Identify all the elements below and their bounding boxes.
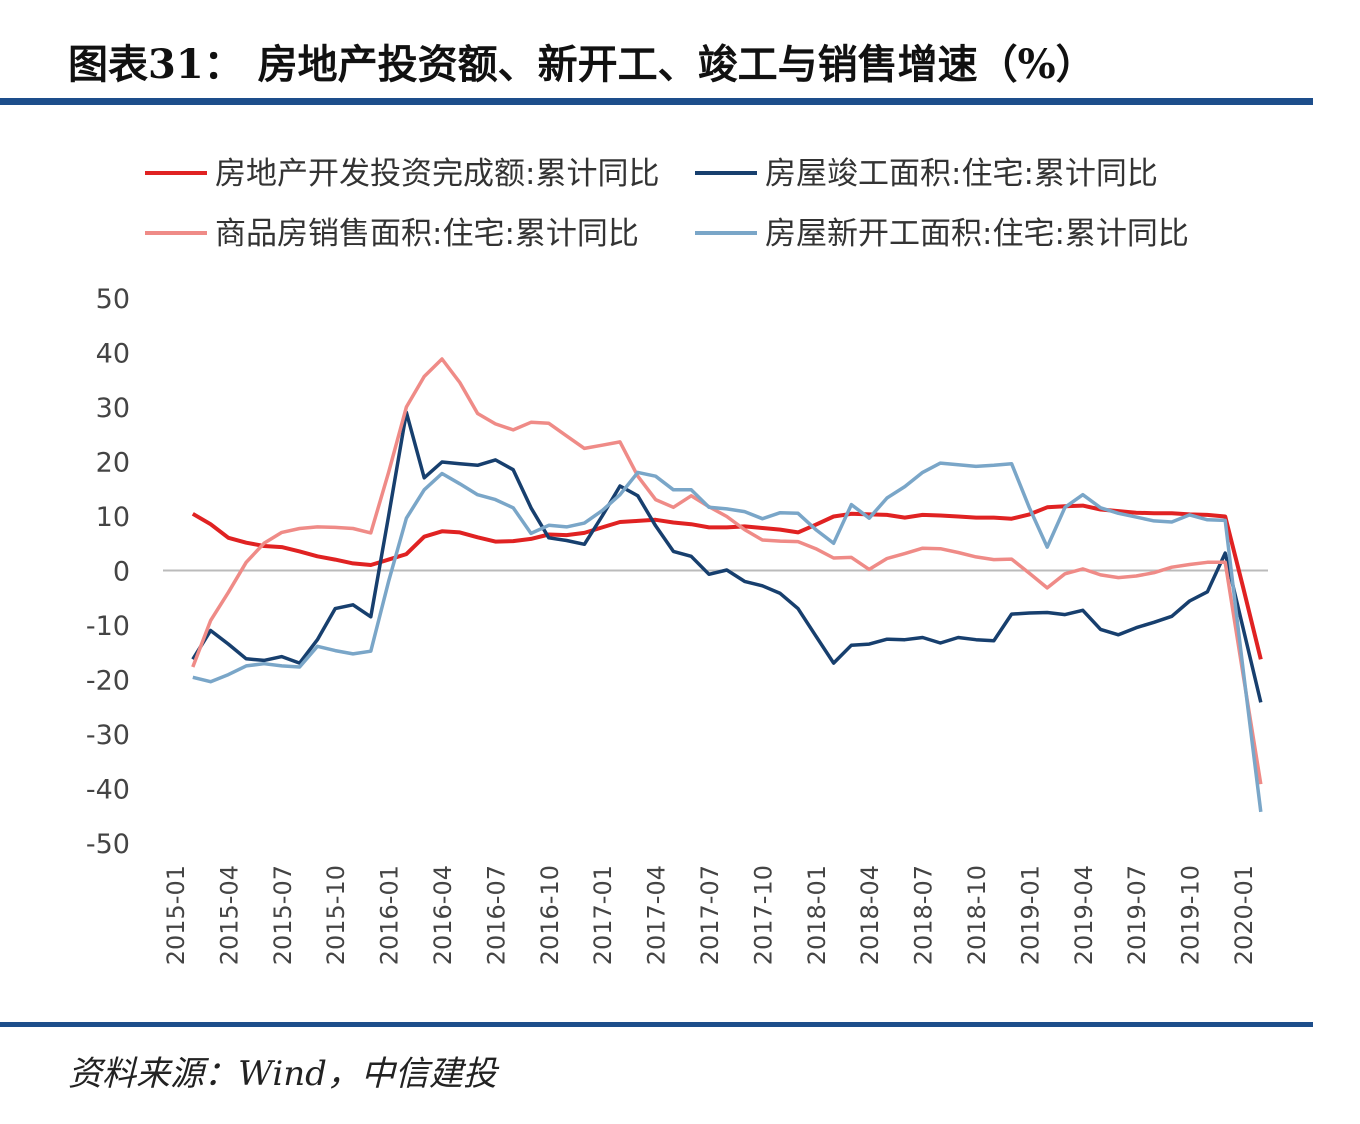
x-tick-label: 2018-04 <box>856 865 884 965</box>
x-tick-label: 2016-07 <box>482 865 510 965</box>
y-tick-label: 50 <box>96 284 130 315</box>
y-tick-label: -10 <box>86 611 130 642</box>
chart-title: 图表31： 房地产投资额、新开工、竣工与销售增速（%） <box>68 41 1096 88</box>
legend-label: 房屋新开工面积:住宅:累计同比 <box>765 216 1189 252</box>
y-tick-label: 10 <box>96 502 130 533</box>
x-tick-label: 2019-04 <box>1070 865 1098 965</box>
x-tick-label: 2019-07 <box>1123 865 1151 965</box>
series-line <box>192 461 1263 813</box>
x-tick-label: 2015-01 <box>162 865 190 965</box>
x-tick-label: 2016-01 <box>376 865 404 965</box>
y-tick-label: 40 <box>96 339 130 370</box>
x-tick-label: 2016-10 <box>536 865 564 965</box>
x-tick-label: 2018-07 <box>910 865 938 965</box>
footer-rule <box>0 1022 1313 1027</box>
y-tick-label: 0 <box>113 557 130 588</box>
x-tick-label: 2016-04 <box>429 865 457 965</box>
y-tick-label: -30 <box>86 720 130 751</box>
series-line <box>191 503 1263 660</box>
legend-label: 房屋竣工面积:住宅:累计同比 <box>765 156 1158 192</box>
y-tick-label: -40 <box>86 775 130 806</box>
y-tick-label: -50 <box>86 829 130 860</box>
source-note: 资料来源：Wind，中信建投 <box>68 1054 500 1094</box>
title-rule <box>0 98 1313 105</box>
legend-label: 商品房销售面积:住宅:累计同比 <box>215 216 639 252</box>
series-line <box>191 410 1263 703</box>
y-tick-label: 30 <box>96 393 130 424</box>
x-tick-label: 2018-10 <box>963 865 991 965</box>
x-tick-label: 2020-01 <box>1230 865 1258 965</box>
x-tick-label: 2015-10 <box>322 865 350 965</box>
x-tick-label: 2019-10 <box>1177 865 1205 965</box>
x-tick-label: 2017-10 <box>749 865 777 965</box>
x-tick-label: 2017-01 <box>589 865 617 965</box>
y-tick-label: -20 <box>86 666 130 697</box>
x-tick-label: 2015-04 <box>215 865 243 965</box>
x-tick-label: 2019-01 <box>1016 865 1044 965</box>
y-tick-label: 20 <box>96 448 130 479</box>
x-tick-label: 2015-07 <box>269 865 297 965</box>
x-tick-label: 2017-04 <box>643 865 671 965</box>
x-tick-label: 2018-01 <box>803 865 831 965</box>
x-tick-label: 2017-07 <box>696 865 724 965</box>
legend-label: 房地产开发投资完成额:累计同比 <box>215 156 659 192</box>
series-line <box>191 357 1263 785</box>
